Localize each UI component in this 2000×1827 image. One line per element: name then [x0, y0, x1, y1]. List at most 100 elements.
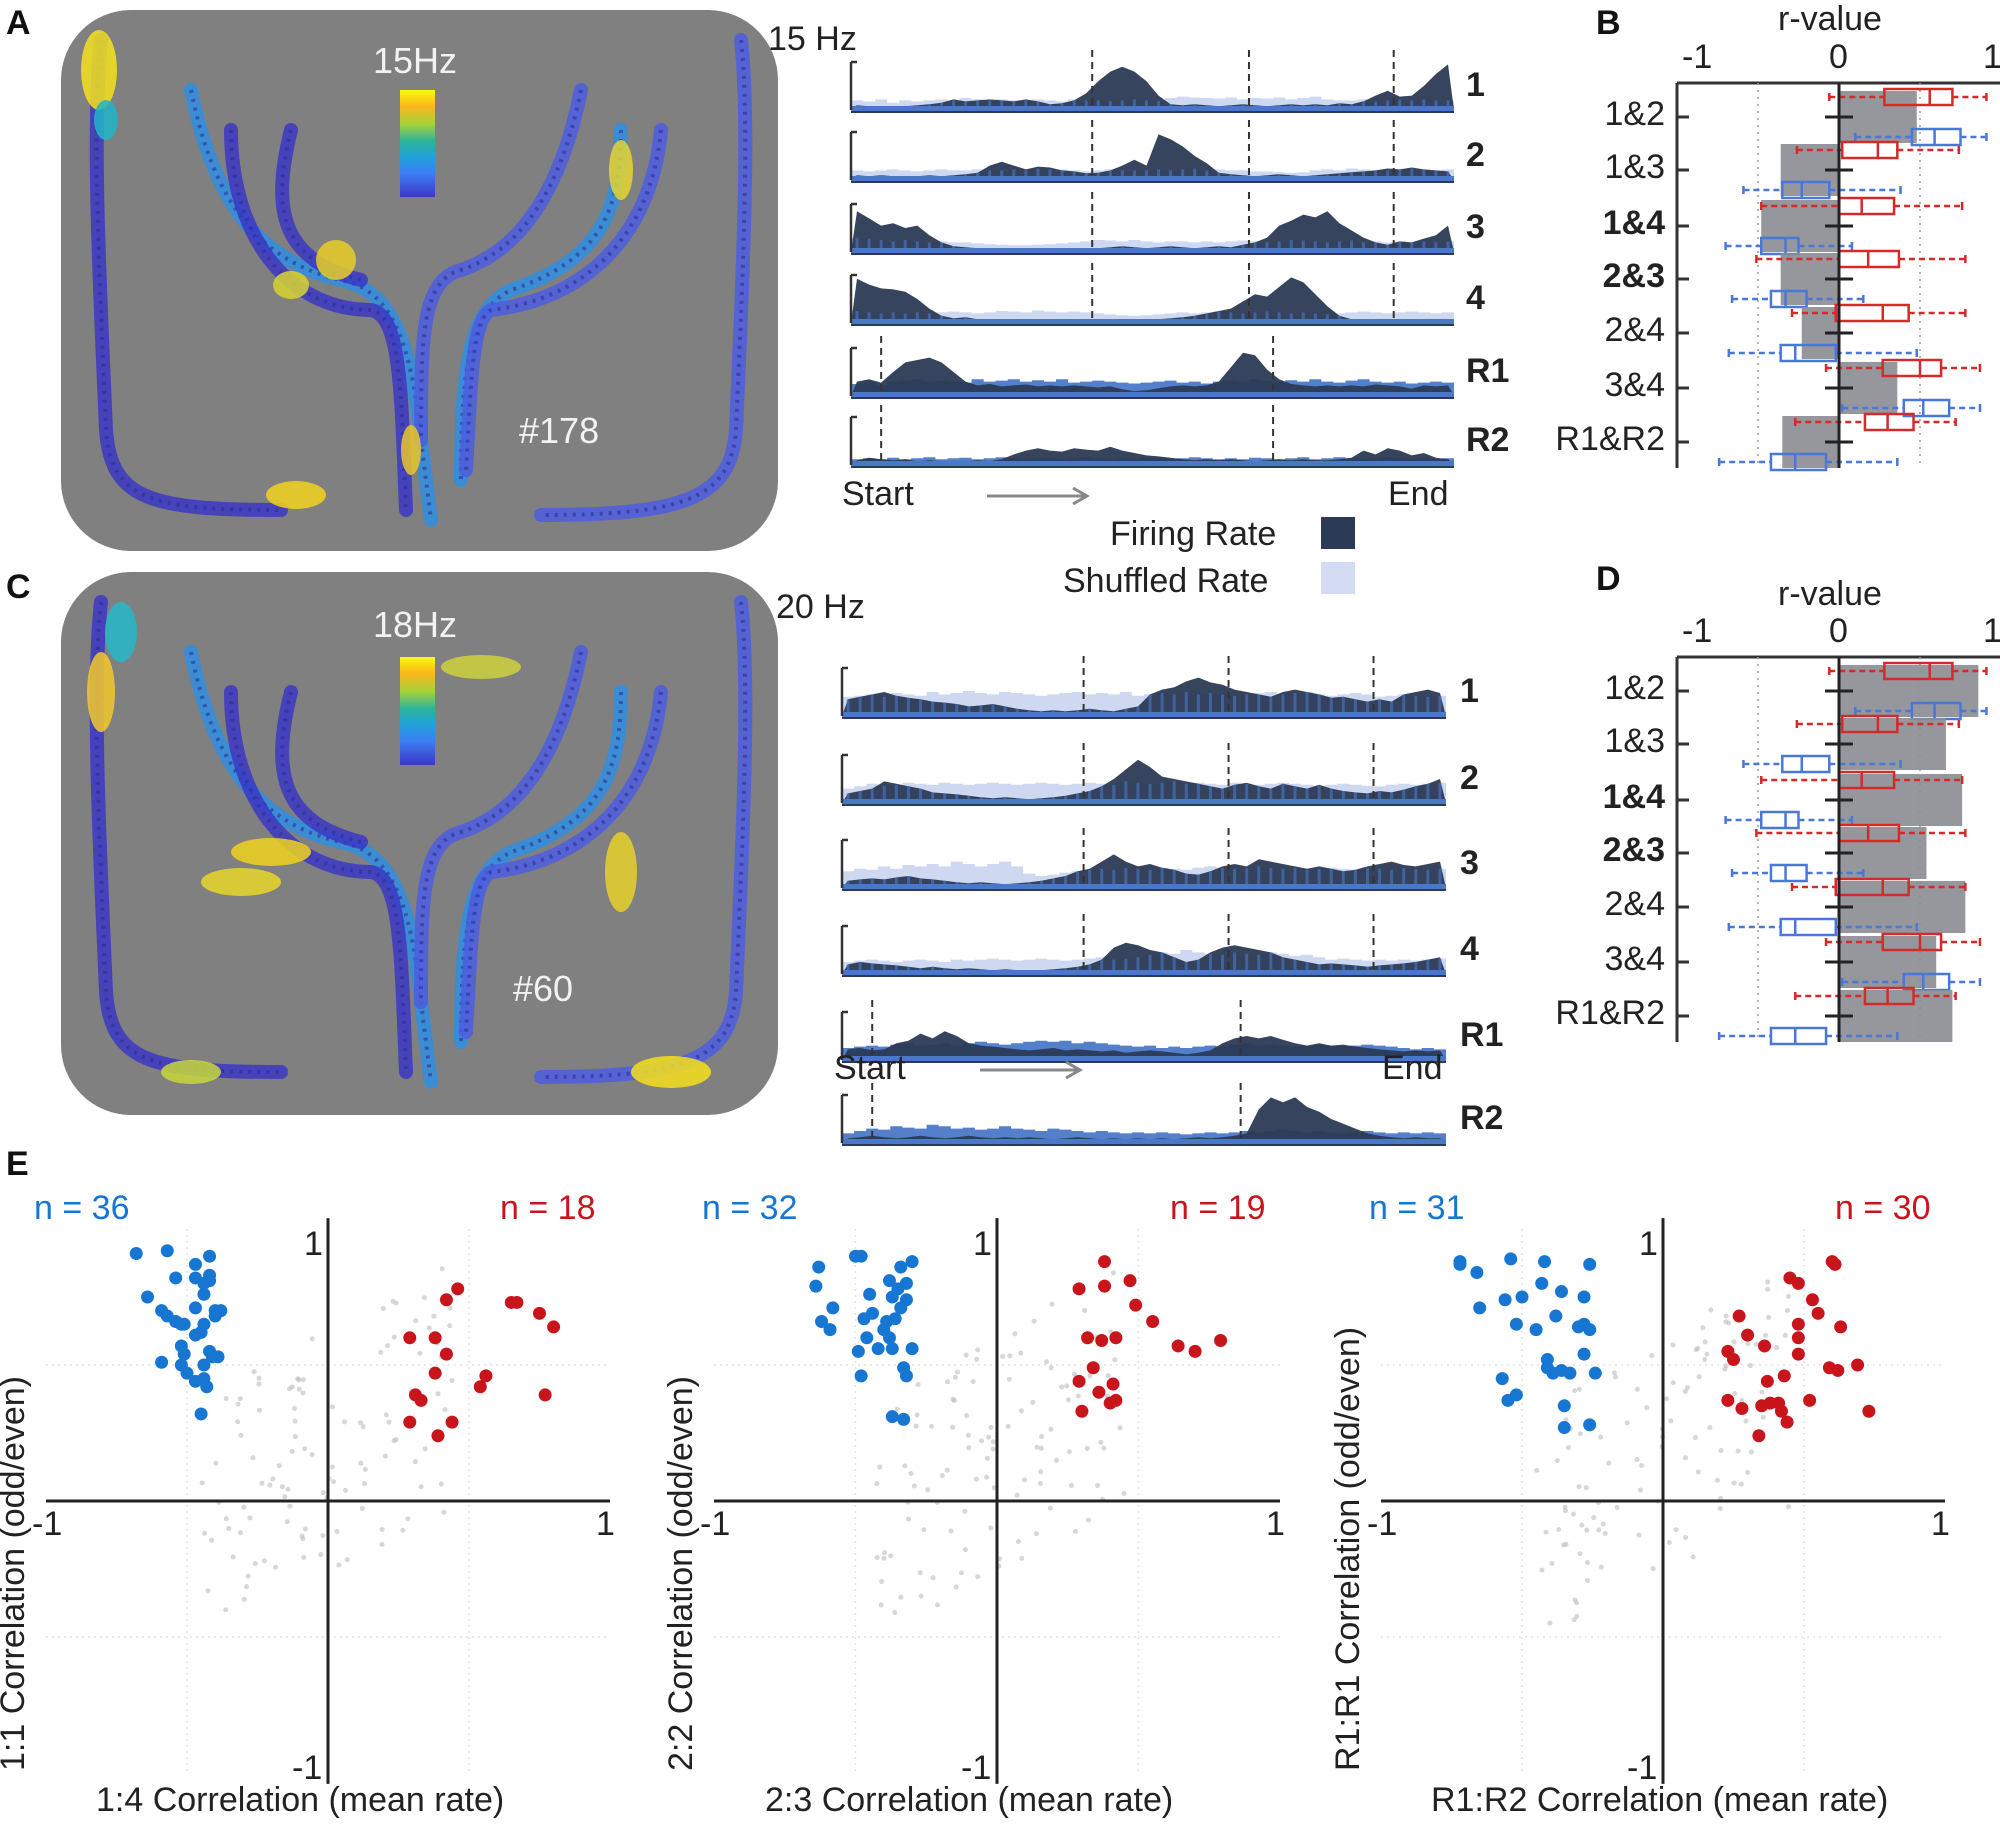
- heatmap-hotspot: [94, 100, 118, 140]
- box-red: [1834, 303, 1910, 323]
- population-dot: [358, 1460, 364, 1466]
- population-dot: [894, 1406, 900, 1412]
- population-dot: [1022, 1477, 1028, 1483]
- panel-label-b: B: [1596, 4, 1621, 42]
- population-dot: [223, 1516, 229, 1522]
- population-dot: [1085, 1517, 1091, 1523]
- scatter-point-red: [1805, 1293, 1819, 1307]
- trace-baseline: [842, 712, 1446, 718]
- scatter-point-blue: [1515, 1290, 1529, 1304]
- scatter-point-blue: [851, 1344, 865, 1358]
- population-dot: [1562, 1504, 1568, 1510]
- population-dot: [1068, 1482, 1074, 1488]
- y-axis-label: R1:R1 Correlation (odd/even): [1329, 1326, 1367, 1771]
- population-dot: [383, 1412, 389, 1418]
- heatmap-hotspot: [81, 30, 117, 110]
- population-dot: [1565, 1445, 1571, 1451]
- scatter-point-blue: [180, 1366, 194, 1380]
- population-dot: [273, 1564, 279, 1570]
- population-dot: [1033, 1531, 1039, 1537]
- heatmap-hotspot: [201, 868, 281, 896]
- population-dot: [1785, 1308, 1791, 1314]
- population-dot: [1765, 1286, 1771, 1292]
- scatter-point-blue: [823, 1323, 837, 1337]
- population-dot: [948, 1528, 954, 1534]
- population-dot: [1030, 1399, 1036, 1405]
- box-blue: [1902, 398, 1951, 418]
- x-axis-label: 1:4 Correlation (mean rate): [96, 1781, 505, 1819]
- category-label-2-3: 2&3: [1602, 257, 1665, 295]
- population-dot: [235, 1419, 241, 1425]
- maze-arm-texture: [229, 129, 408, 511]
- scatter-point-red: [1735, 1402, 1749, 1416]
- population-dot: [380, 1305, 386, 1311]
- population-dot: [911, 1483, 917, 1489]
- population-dot: [1075, 1393, 1081, 1399]
- population-dot: [439, 1266, 445, 1272]
- scatter-point-blue: [1501, 1393, 1515, 1407]
- population-dot: [944, 1467, 950, 1473]
- traces-c: [840, 656, 1446, 1146]
- population-dot: [898, 1594, 904, 1600]
- panel-label-c: C: [6, 568, 31, 606]
- trace-baseline: [851, 248, 1454, 254]
- scatter-point-red: [1831, 1363, 1845, 1377]
- scatter-point-blue: [1498, 1293, 1512, 1307]
- trace-row-label-1: 1: [1460, 672, 1479, 710]
- y-tick-min: -1: [292, 1749, 323, 1787]
- scatter-point-red: [1188, 1344, 1202, 1358]
- population-dot: [257, 1407, 263, 1413]
- scatter-point-red: [1171, 1339, 1185, 1353]
- population-dot: [1019, 1555, 1025, 1561]
- scatter-point-red: [1146, 1314, 1160, 1328]
- population-dot: [1105, 1373, 1111, 1379]
- population-dot: [1611, 1370, 1617, 1376]
- scatter-point-blue: [1535, 1276, 1549, 1290]
- population-dot: [953, 1584, 959, 1590]
- population-dot: [888, 1553, 894, 1559]
- scatter-point-blue: [871, 1342, 885, 1356]
- population-dot: [878, 1602, 884, 1608]
- population-dot: [1064, 1383, 1070, 1389]
- scatter-point-blue: [208, 1309, 222, 1323]
- population-dot: [991, 1485, 997, 1491]
- population-dot: [1748, 1449, 1754, 1455]
- population-dot: [1600, 1521, 1606, 1527]
- population-dot: [287, 1386, 293, 1392]
- trace-row-label-2: 2: [1460, 759, 1479, 797]
- population-dot: [1745, 1341, 1751, 1347]
- firing-rate-area: [851, 352, 1454, 396]
- trace-baseline: [851, 461, 1454, 467]
- y-tick-max: 1: [973, 1225, 992, 1263]
- population-dot: [984, 1455, 990, 1461]
- category-label-1-4: 1&4: [1602, 204, 1665, 242]
- population-dot: [1598, 1434, 1604, 1440]
- population-dot: [300, 1536, 306, 1542]
- population-dot: [1614, 1505, 1620, 1511]
- population-dot: [261, 1558, 267, 1564]
- population-dot: [252, 1561, 258, 1567]
- cell-r-bar: [1839, 774, 1963, 826]
- population-dot: [1649, 1353, 1655, 1359]
- category-label-1-3: 1&3: [1604, 722, 1666, 760]
- scatter-point-red: [1811, 1306, 1825, 1320]
- population-dot: [284, 1519, 290, 1525]
- category-label-2-3: 2&3: [1602, 831, 1665, 869]
- scatter-point-red: [1727, 1353, 1740, 1367]
- population-dot: [302, 1446, 308, 1452]
- colorbar-a: [400, 90, 435, 197]
- box-red: [1863, 412, 1915, 432]
- population-dot: [990, 1439, 996, 1445]
- population-dot: [1117, 1425, 1123, 1431]
- trace-row-label-4: 4: [1460, 930, 1479, 968]
- population-dot: [1708, 1307, 1714, 1313]
- population-dot: [276, 1463, 282, 1469]
- box-blue: [1769, 452, 1828, 472]
- scatter-point-red: [1109, 1393, 1123, 1407]
- population-dot: [245, 1573, 251, 1579]
- population-dot: [1082, 1308, 1088, 1314]
- population-dot: [449, 1377, 455, 1383]
- population-dot: [1556, 1527, 1562, 1533]
- scatter-point-blue: [1529, 1323, 1543, 1337]
- population-dot: [267, 1482, 273, 1488]
